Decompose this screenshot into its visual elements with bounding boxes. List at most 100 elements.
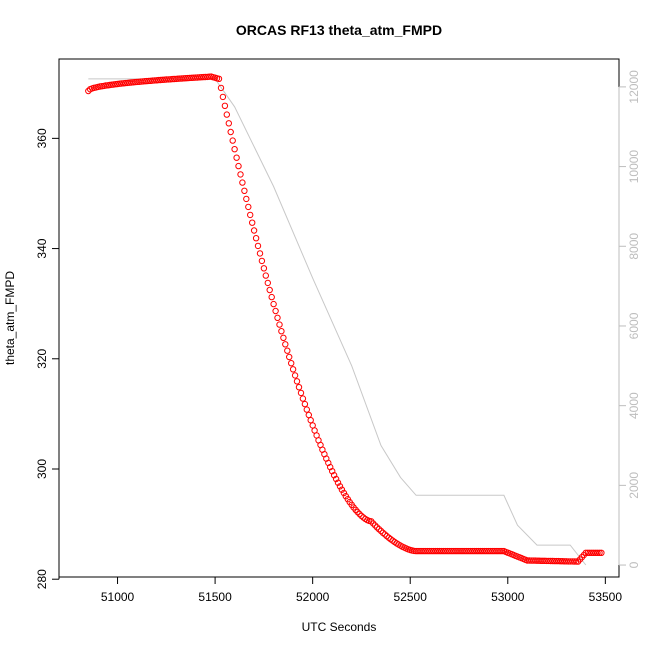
data-point (449, 547, 457, 555)
data-point (338, 486, 346, 493)
x-tick-label: 51500 (198, 590, 232, 604)
data-point (291, 372, 299, 379)
x-tick-label: 52500 (394, 590, 428, 604)
data-point (368, 518, 375, 525)
data-point (543, 557, 550, 565)
x-tick-label: 52000 (296, 590, 330, 604)
data-point (371, 522, 379, 529)
data-point (336, 483, 344, 490)
data-point (266, 286, 273, 294)
data-point (286, 353, 293, 361)
data-point (533, 557, 541, 564)
data-point (233, 154, 240, 161)
data-point (526, 557, 533, 564)
secondary-line-layer (88, 78, 587, 566)
data-point (451, 547, 459, 555)
data-point (268, 293, 275, 301)
data-point (535, 557, 543, 564)
data-point (330, 472, 338, 479)
data-point (438, 547, 445, 555)
data-point (303, 406, 310, 413)
data-point (241, 187, 248, 195)
data-point (539, 557, 547, 564)
data-point (334, 479, 342, 486)
data-point (582, 549, 589, 556)
data-point (453, 547, 461, 555)
data-point (555, 557, 562, 565)
y-axis-left: 280 300 320 340 360 (35, 128, 60, 589)
data-point (563, 558, 570, 565)
data-point (381, 531, 389, 538)
data-point (475, 547, 482, 555)
data-point (418, 547, 426, 555)
data-point (135, 78, 143, 86)
data-point (167, 76, 174, 83)
x-axis-label: UTC Seconds (302, 620, 377, 634)
y-tick-label: 300 (35, 459, 49, 479)
data-point (354, 508, 361, 516)
data-point (299, 395, 307, 402)
data-point (422, 547, 429, 555)
data-point (498, 547, 506, 555)
data-point (249, 219, 256, 226)
data-point (245, 203, 252, 211)
y2-tick-label: 12000 (627, 70, 641, 104)
chart-title: ORCAS RF13 theta_atm_FMPD (236, 22, 442, 38)
data-point (194, 74, 201, 81)
y-tick-label: 360 (35, 128, 49, 148)
y2-tick-label: 6000 (627, 312, 641, 339)
data-point (219, 93, 227, 101)
data-point (442, 547, 449, 555)
data-point (215, 75, 223, 83)
data-point (490, 547, 498, 555)
data-point (182, 75, 190, 82)
data-point (174, 75, 182, 82)
data-point (596, 549, 603, 556)
data-point (459, 547, 467, 555)
data-point (494, 547, 502, 555)
data-point (239, 179, 246, 186)
data-point (289, 366, 297, 373)
y-tick-label: 280 (35, 569, 49, 589)
data-point (256, 250, 264, 257)
y-tick-label: 340 (35, 238, 49, 258)
data-point (455, 547, 463, 555)
data-point (254, 242, 262, 250)
data-point (479, 547, 486, 555)
data-point (221, 102, 229, 110)
data-point (118, 80, 125, 87)
y2-tick-label: 2000 (627, 472, 641, 499)
data-point (217, 84, 225, 92)
data-point (531, 557, 539, 564)
data-point (262, 272, 269, 279)
data-point (225, 120, 233, 127)
x-tick-label: 53000 (491, 590, 525, 604)
x-tick-label: 51000 (101, 590, 135, 604)
data-point (155, 76, 162, 84)
data-point (151, 77, 158, 84)
data-point (570, 558, 578, 565)
data-point (358, 512, 365, 520)
data-point (178, 75, 186, 82)
data-point (329, 468, 336, 475)
data-point (270, 300, 277, 308)
data-point (247, 211, 254, 219)
data-point (264, 279, 271, 287)
data-point (272, 307, 279, 315)
data-point (143, 77, 151, 85)
data-point (190, 74, 197, 81)
data-point (567, 558, 574, 565)
data-point (147, 77, 154, 85)
data-point (276, 321, 283, 328)
data-point (463, 547, 470, 555)
points-layer (85, 73, 605, 565)
data-point (237, 171, 244, 178)
data-point (252, 235, 260, 242)
data-point (159, 76, 166, 84)
data-point (129, 79, 137, 86)
data-point (250, 227, 258, 234)
data-point (373, 524, 381, 531)
data-point (293, 378, 301, 385)
data-point (284, 347, 291, 354)
